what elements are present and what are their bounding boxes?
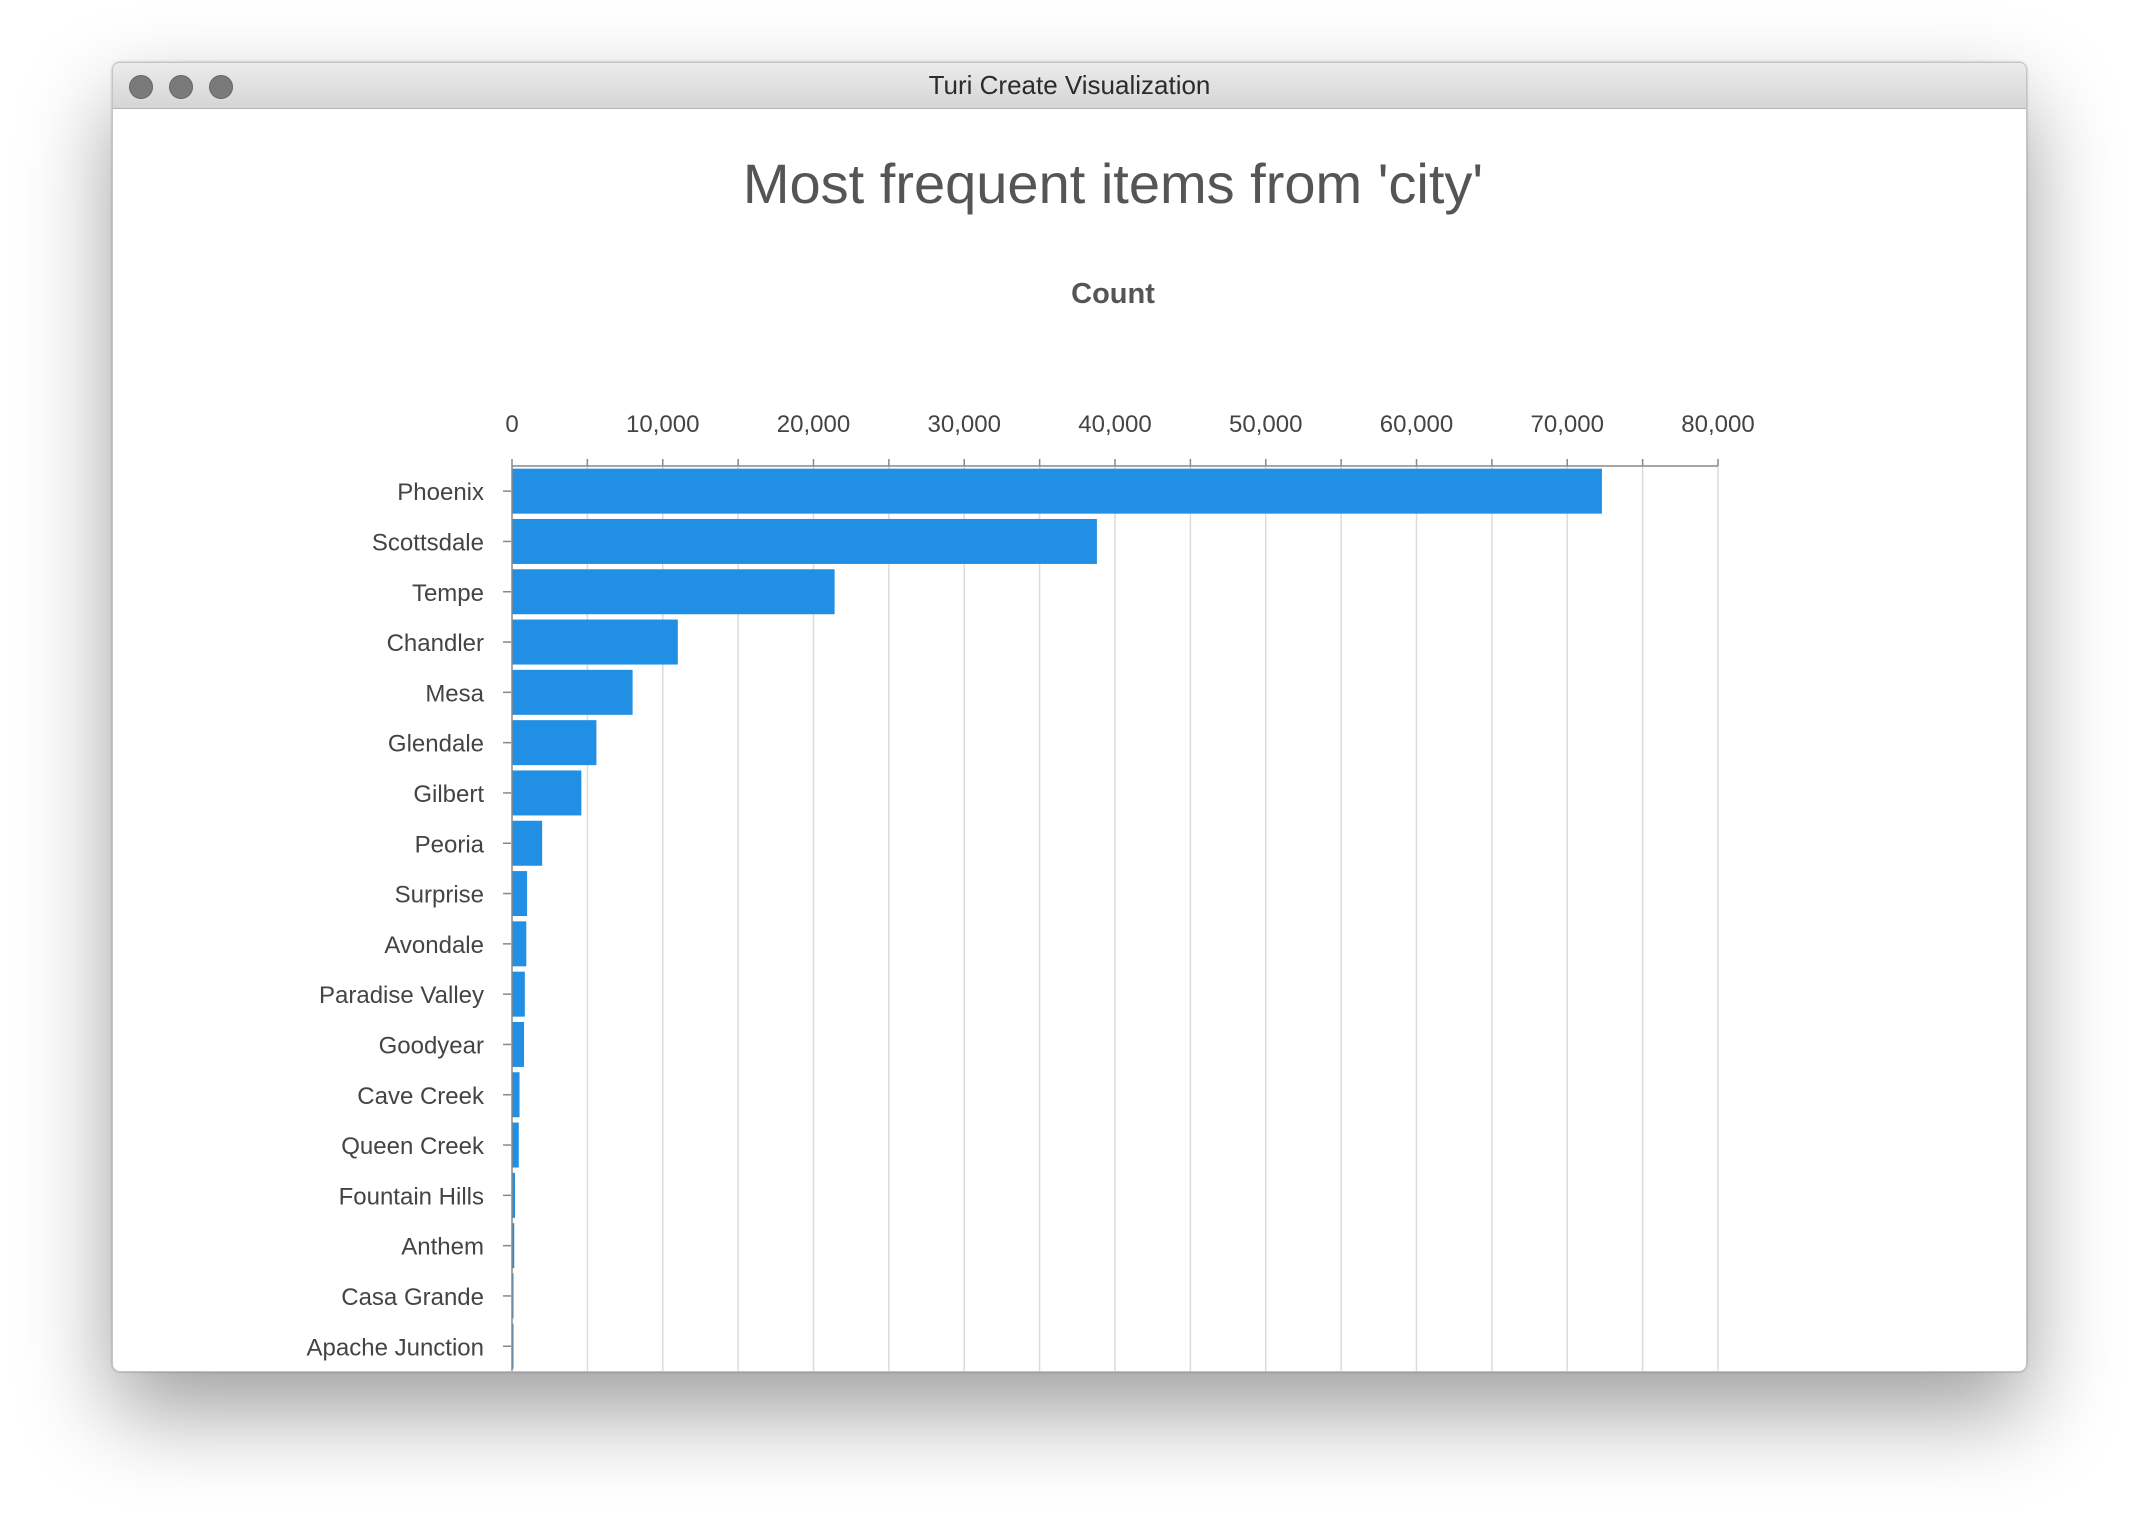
close-icon[interactable] [129, 75, 153, 99]
y-tick-label: Paradise Valley [319, 982, 484, 1009]
bar-paradise-valley [512, 971, 525, 1017]
x-tick-label: 80,000 [1681, 411, 1754, 438]
bar-fountain-hills [512, 1172, 516, 1218]
x-tick-label: 10,000 [626, 411, 699, 438]
bar-mesa [512, 669, 633, 715]
y-tick-label: Gilbert [413, 781, 484, 808]
bars [512, 468, 1602, 1369]
app-window: Turi Create Visualization Most frequent … [112, 62, 2027, 1372]
y-tick-label: Goodyear [379, 1032, 484, 1059]
x-tick-label: 20,000 [777, 411, 850, 438]
y-tick-label: Tempe [412, 580, 484, 607]
y-tick-label: Phoenix [397, 479, 484, 506]
x-tick-label: 0 [505, 411, 518, 438]
chart-title: Most frequent items from 'city' [743, 152, 1483, 215]
bar-gilbert [512, 770, 582, 816]
y-tick-label: Queen Creek [341, 1133, 485, 1160]
x-tick-label: 70,000 [1531, 411, 1604, 438]
x-axis-label: Count [1071, 278, 1155, 310]
grid-lines [586, 466, 1719, 1371]
visualization-content: Most frequent items from 'city' Count 0 1… [113, 109, 2026, 1371]
bar-queen-creek [512, 1122, 519, 1168]
y-tick-label: Cave Creek [357, 1083, 485, 1110]
x-tick-label: 30,000 [928, 411, 1001, 438]
axes: 0 10,000 20,000 30,000 40,000 50,000 60,000 70,… [307, 411, 1755, 1371]
y-tick-label: Avondale [384, 932, 484, 959]
y-tick-label: Anthem [401, 1234, 484, 1261]
y-tick-label: Fountain Hills [339, 1183, 484, 1210]
x-tick-label: 60,000 [1380, 411, 1453, 438]
y-tick-label: Peoria [415, 831, 485, 858]
title-bar[interactable]: Turi Create Visualization [113, 63, 2026, 109]
bar-tempe [512, 569, 835, 615]
bar-scottsdale [512, 518, 1097, 564]
y-tick-label: Scottsdale [372, 529, 484, 556]
bar-glendale [512, 720, 597, 766]
x-tick-label: 40,000 [1078, 411, 1151, 438]
y-tick-label: Mesa [425, 680, 484, 707]
bar-surprise [512, 871, 528, 917]
bar-casa-grande [512, 1273, 514, 1319]
y-tick-label: Chandler [387, 630, 484, 657]
y-tick-label: Apache Junction [307, 1334, 484, 1361]
minimize-icon[interactable] [169, 75, 193, 99]
bar-phoenix [512, 468, 1602, 514]
y-tick-label: Surprise [395, 882, 484, 909]
bar-peoria [512, 820, 543, 866]
y-tick-label: Glendale [388, 731, 484, 758]
bar-chandler [512, 619, 678, 665]
bar-avondale [512, 921, 527, 967]
y-tick-label: Casa Grande [341, 1284, 484, 1311]
x-tick-label: 50,000 [1229, 411, 1302, 438]
bar-chart: Most frequent items from 'city' Count 0 1… [307, 152, 1755, 1371]
zoom-icon[interactable] [209, 75, 233, 99]
bar-cave-creek [512, 1072, 520, 1118]
bar-anthem [512, 1223, 515, 1269]
bar-goodyear [512, 1021, 525, 1067]
window-title: Turi Create Visualization [928, 70, 1211, 100]
